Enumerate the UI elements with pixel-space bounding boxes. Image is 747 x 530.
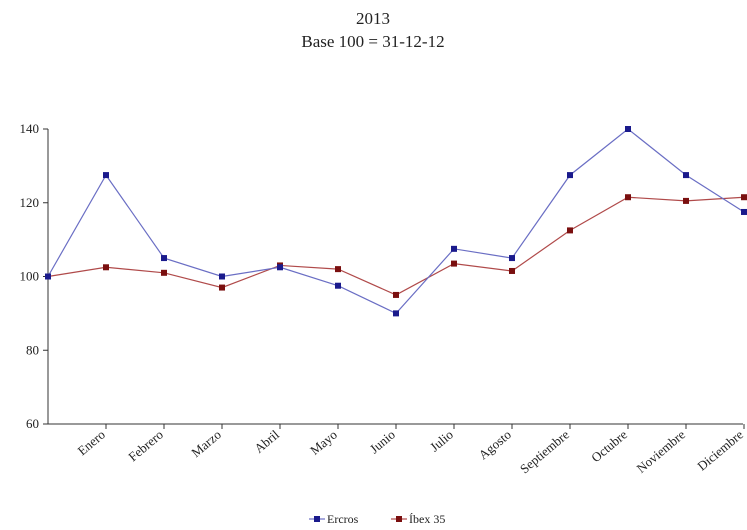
x-tick-label: Abril <box>251 427 282 456</box>
y-tick-label: 80 <box>26 342 39 357</box>
data-point <box>509 255 515 262</box>
series-ercros <box>45 126 747 317</box>
y-tick-label: 100 <box>20 269 40 284</box>
data-point <box>683 197 689 204</box>
data-point <box>683 172 689 179</box>
x-tick-label: Febrero <box>125 427 166 464</box>
data-point <box>45 273 51 280</box>
data-point <box>393 291 399 298</box>
y-tick-label: 60 <box>26 416 39 431</box>
series-ibex-35 <box>45 194 747 298</box>
data-point <box>451 245 457 252</box>
legend-label: Íbex 35 <box>409 512 445 526</box>
y-axis-ticks: 60 80 100 120 140 <box>20 121 48 431</box>
y-tick-label: 120 <box>20 195 40 210</box>
legend-marker <box>396 516 402 522</box>
x-axis-ticks: Enero Febrero Marzo Abril Mayo Junio Julio Agos… <box>75 424 746 477</box>
data-point <box>625 194 631 201</box>
data-point <box>741 194 747 201</box>
data-point <box>161 255 167 262</box>
data-point <box>625 126 631 132</box>
x-tick-label: Junio <box>367 427 398 457</box>
x-tick-label: Julio <box>427 427 456 455</box>
legend-item: Ercros <box>309 512 359 526</box>
legend-label: Ercros <box>327 512 359 526</box>
chart-subtitle: Base 100 = 31-12-12 <box>301 32 444 51</box>
x-tick-label: Enero <box>75 427 108 458</box>
x-tick-label: Agosto <box>476 427 514 463</box>
x-tick-label: Octubre <box>588 427 630 466</box>
series-layer <box>45 126 747 317</box>
data-point <box>741 208 747 215</box>
series-line <box>47 196 745 296</box>
data-point <box>103 264 109 271</box>
x-tick-label: Marzo <box>188 427 224 460</box>
x-tick-label: Mayo <box>307 427 340 458</box>
data-point <box>335 282 341 289</box>
legend-marker <box>314 516 320 522</box>
data-point <box>103 172 109 179</box>
data-point <box>335 266 341 273</box>
data-point <box>567 227 573 234</box>
data-point <box>567 172 573 179</box>
data-point <box>277 264 283 271</box>
x-tick-label: Diciembre <box>694 427 746 474</box>
data-point <box>161 269 167 276</box>
data-point <box>219 284 225 291</box>
data-point <box>219 273 225 280</box>
legend: Ercros Íbex 35 <box>309 512 445 526</box>
x-tick-label: Noviembre <box>633 427 688 476</box>
series-line <box>47 128 745 315</box>
x-tick-label: Septiembre <box>517 427 572 477</box>
y-tick-label: 140 <box>20 121 40 136</box>
chart-title: 2013 <box>356 9 390 28</box>
data-point <box>393 310 399 317</box>
data-point <box>451 260 457 267</box>
data-point <box>509 267 515 274</box>
legend-item: Íbex 35 <box>391 512 445 526</box>
